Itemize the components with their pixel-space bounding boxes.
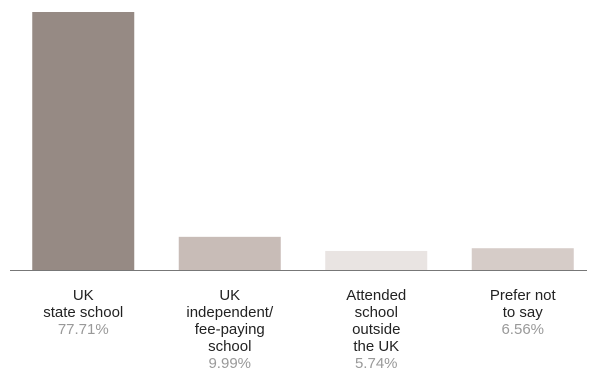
- x-tick-label: outside: [352, 321, 400, 338]
- value-label: 77.71%: [58, 321, 109, 338]
- x-tick-label: fee-paying: [195, 321, 265, 338]
- x-tick-label: Attended: [346, 287, 406, 304]
- x-tick-label: independent/: [186, 304, 274, 321]
- x-tick-label: UK: [219, 287, 240, 304]
- bar: [471, 248, 574, 270]
- value-label: 6.56%: [501, 321, 544, 338]
- x-tick-label: state school: [43, 304, 123, 321]
- x-tick-label: school: [208, 338, 251, 355]
- bar: [325, 250, 428, 270]
- x-tick-label: UK: [73, 287, 94, 304]
- x-tick-label: Prefer not: [490, 287, 557, 304]
- bar: [178, 236, 281, 270]
- value-label: 5.74%: [355, 355, 398, 372]
- value-label: 9.99%: [208, 355, 251, 372]
- x-tick-label: the UK: [353, 338, 399, 355]
- bar: [32, 12, 135, 270]
- x-tick-label: school: [355, 304, 398, 321]
- x-tick-label: to say: [503, 304, 544, 321]
